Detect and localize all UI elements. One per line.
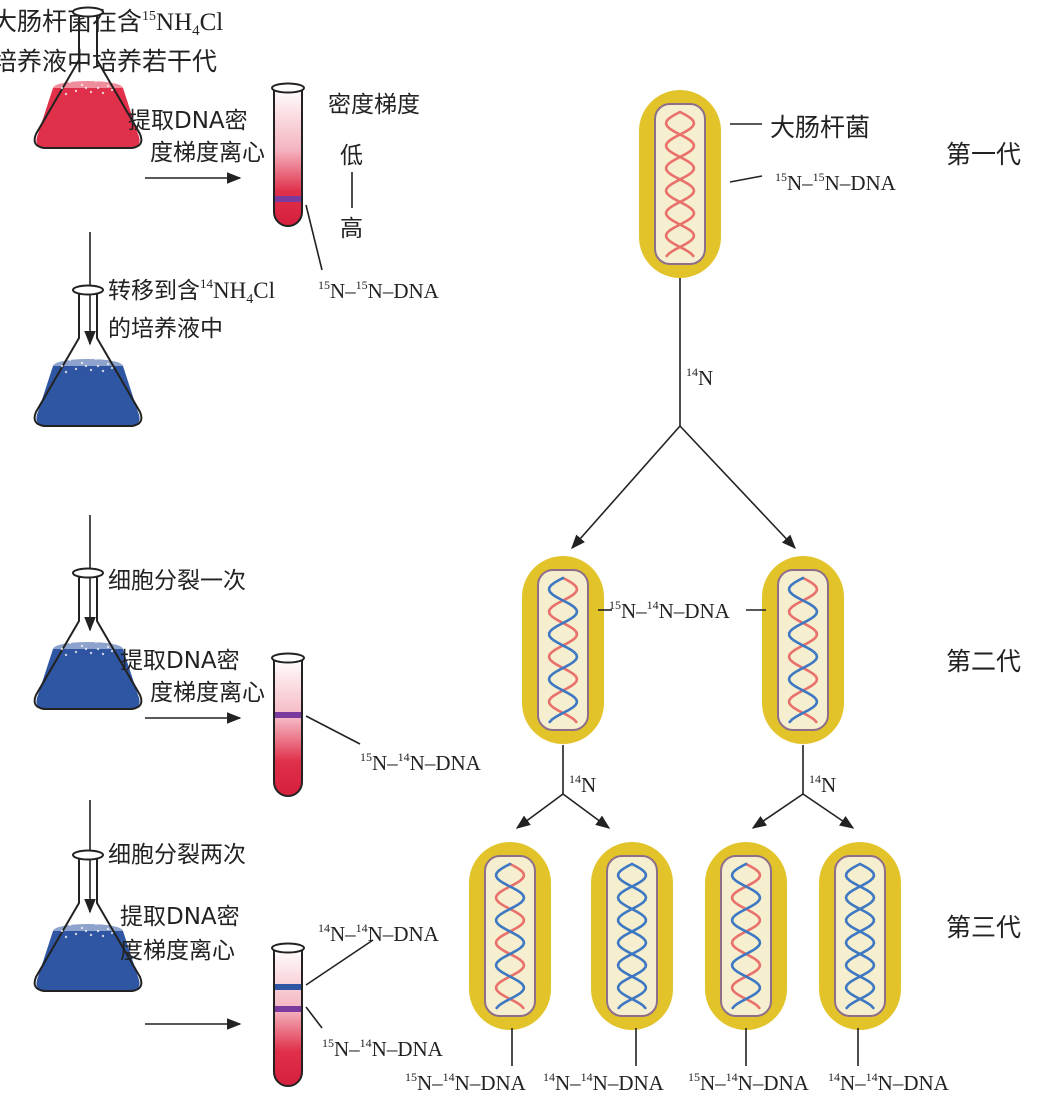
tube1-dna-label: 15N–15N–DNA [318, 278, 440, 303]
ecoli-gen2-left-icon [522, 556, 604, 744]
leader-tube1 [305, 204, 323, 271]
tube2-dna-label: 15N–14N–DNA [360, 750, 482, 775]
gradient-low: 低 [340, 143, 363, 169]
divide-once-label: 细胞分裂一次 [108, 568, 246, 594]
gen3-d-dna-label: 14N–14N–DNA [828, 1070, 950, 1095]
tube3-light-label: 14N–14N–DNA [318, 921, 440, 946]
tube-1-icon [271, 82, 305, 227]
gen2-dna-label: 15N–14N–DNA [609, 598, 731, 623]
ecoli-gen3-a-icon [469, 842, 551, 1030]
branch-right-14N: 14N [809, 772, 836, 797]
arrow-gen2-right [679, 425, 796, 550]
ecoli-gen3-b-icon [591, 842, 673, 1030]
leader-gen1-dna [729, 175, 763, 183]
branch1-14N: 14N [686, 365, 713, 390]
flask-15N-icon [33, 6, 143, 149]
leader-tube2 [305, 715, 361, 745]
extract-label-3b: 度梯度离心 [120, 938, 235, 964]
gen1-label: 第一代 [946, 140, 1021, 169]
extract-label-3a: 提取DNA密 [120, 904, 240, 930]
intro-line1: 大肠杆菌在含15NH4Cl [0, 7, 223, 39]
gen3-a-dna-label: 15N–14N–DNA [405, 1070, 527, 1095]
flask-gen2-icon [33, 567, 143, 710]
arrow-gen2-left [571, 425, 681, 550]
ecoli-gen3-d-icon [819, 842, 901, 1030]
extract-label-2a: 提取DNA密 [120, 648, 240, 674]
extract-label-1b: 度梯度离心 [150, 140, 265, 166]
flask-gen3-icon [33, 849, 143, 992]
arrow-gen3-d [802, 793, 855, 829]
leader-tube3-bottom [305, 1006, 323, 1029]
flask-14N-icon [33, 284, 143, 427]
intro-line2: 培养液中培养若干代 [0, 47, 217, 76]
gradient-title: 密度梯度 [328, 92, 420, 118]
gen3-c-dna-label: 15N–14N–DNA [688, 1070, 810, 1095]
tube3-hybrid-label: 15N–14N–DNA [322, 1036, 444, 1061]
gen3-b-dna-label: 14N–14N–DNA [543, 1070, 665, 1095]
transfer-line1: 转移到含14NH4Cl [108, 276, 275, 307]
arrow-gen3-b [562, 793, 611, 829]
tube-2-icon [271, 652, 305, 797]
extract-label-1a: 提取DNA密 [128, 108, 248, 134]
gradient-high: 高 [340, 216, 363, 242]
branch-left-14N: 14N [569, 772, 596, 797]
ecoli-label: 大肠杆菌 [770, 113, 870, 142]
divide-twice-label: 细胞分裂两次 [108, 842, 246, 868]
gen1-dna-label: 15N–15N–DNA [775, 170, 897, 195]
gen3-label: 第三代 [946, 913, 1021, 942]
extract-label-2b: 度梯度离心 [150, 680, 265, 706]
leader-tube3-top [305, 939, 374, 986]
arrow-gen3-a [515, 793, 564, 829]
tube-3-icon [271, 942, 305, 1087]
ecoli-gen3-c-icon [705, 842, 787, 1030]
ecoli-gen1-icon [639, 90, 721, 278]
arrow-gen3-c [751, 793, 804, 829]
transfer-line2: 的培养液中 [108, 316, 223, 342]
gen2-label: 第二代 [946, 647, 1021, 676]
ecoli-gen2-right-icon [762, 556, 844, 744]
